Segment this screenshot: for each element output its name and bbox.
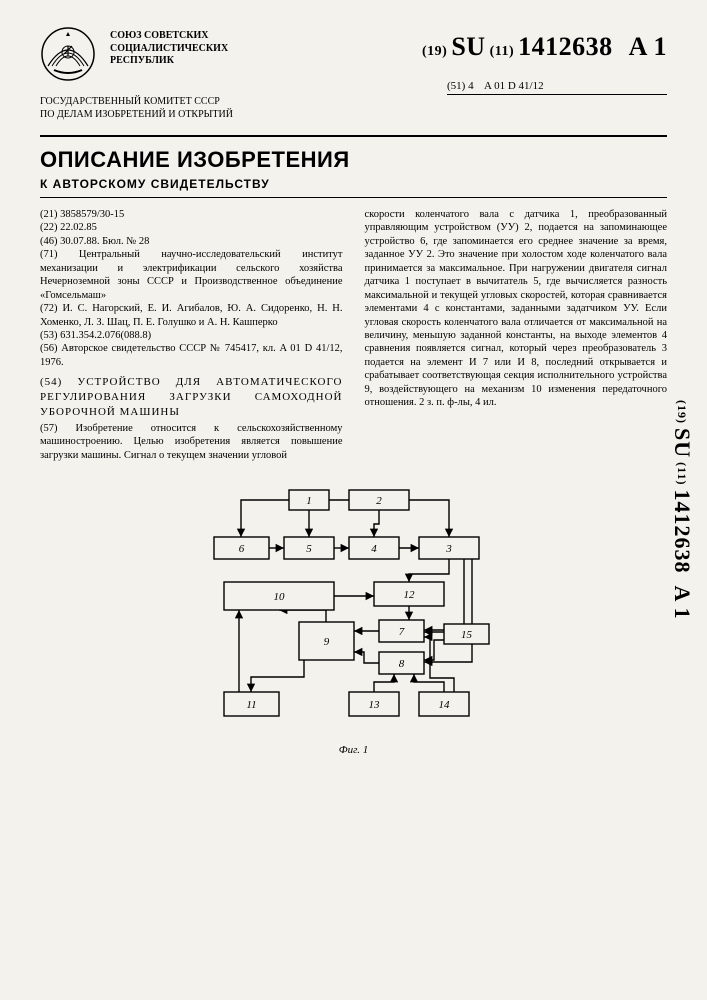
divider-thin	[40, 197, 667, 198]
svg-text:6: 6	[238, 543, 244, 555]
committee-line: ГОСУДАРСТВЕННЫЙ КОМИТЕТ СССР	[40, 96, 667, 109]
svg-text:4: 4	[371, 543, 377, 555]
publication-number: (19) SU (11) 1412638 A 1	[422, 32, 667, 62]
body-columns: (21) 3858579/30-15 (22) 22.02.85 (46) 30…	[0, 208, 707, 462]
svg-text:11: 11	[246, 699, 256, 711]
right-column: скорости коленчатого вала с датчика 1, п…	[365, 208, 668, 462]
committee-line: ПО ДЕЛАМ ИЗОБРЕТЕНИЙ И ОТКРЫТИЙ	[40, 109, 667, 122]
side-prefix: (19)	[675, 400, 689, 424]
union-name: СОЮЗ СОВЕТСКИХ СОЦИАЛИСТИЧЕСКИХ РЕСПУБЛИ…	[110, 30, 228, 68]
field-72: (72) И. С. Нагорский, Е. И. Агибалов, Ю.…	[40, 302, 343, 329]
state-emblem-icon	[40, 26, 96, 82]
abstract-right: скорости коленчатого вала с датчика 1, п…	[365, 208, 668, 410]
side-mid: (11)	[675, 462, 689, 485]
field-71: (71) Центральный научно-исследовательски…	[40, 248, 343, 302]
block-diagram: 126543101279158111314	[184, 472, 524, 742]
document-subtitle: К АВТОРСКОМУ СВИДЕТЕЛЬСТВУ	[40, 177, 667, 191]
pub-cc: SU	[451, 32, 485, 61]
side-number: 1412638	[670, 489, 695, 573]
ipc-underline	[447, 94, 667, 95]
org-line: СОЦИАЛИСТИЧЕСКИХ	[110, 43, 228, 56]
field-54: (54) УСТРОЙСТВО ДЛЯ АВТОМАТИЧЕСКОГО РЕГУ…	[40, 375, 343, 420]
figure-wrap: 126543101279158111314	[0, 472, 707, 742]
pub-number: 1412638	[518, 32, 613, 61]
pub-kind: A 1	[629, 32, 667, 61]
side-publication-number: (19) SU (11) 1412638 A 1	[669, 400, 695, 620]
field-53: (53) 631.354.2.076(088.8)	[40, 329, 343, 342]
ipc-classification: (51) 4 A 01 D 41/12	[447, 80, 667, 95]
header: СОЮЗ СОВЕТСКИХ СОЦИАЛИСТИЧЕСКИХ РЕСПУБЛИ…	[0, 0, 707, 90]
abstract-left: (57) Изобретение относится к сельскохозя…	[40, 422, 343, 462]
figure-caption: Фиг. 1	[0, 744, 707, 756]
org-line: РЕСПУБЛИК	[110, 55, 228, 68]
side-kind: A 1	[670, 585, 695, 619]
pub-prefix: (19)	[422, 44, 447, 59]
field-22: (22) 22.02.85	[40, 221, 343, 234]
ipc-prefix: (51) 4	[447, 80, 474, 92]
svg-text:1: 1	[306, 495, 312, 507]
svg-text:15: 15	[461, 629, 473, 641]
svg-text:13: 13	[368, 699, 380, 711]
title-block: ОПИСАНИЕ ИЗОБРЕТЕНИЯ К АВТОРСКОМУ СВИДЕТ…	[0, 147, 707, 191]
svg-text:9: 9	[323, 636, 329, 648]
svg-text:2: 2	[376, 495, 382, 507]
svg-text:14: 14	[438, 699, 450, 711]
org-line: СОЮЗ СОВЕТСКИХ	[110, 30, 228, 43]
field-56: (56) Авторское свидетельство СССР № 7454…	[40, 342, 343, 369]
divider	[40, 135, 667, 137]
patent-page: СОЮЗ СОВЕТСКИХ СОЦИАЛИСТИЧЕСКИХ РЕСПУБЛИ…	[0, 0, 707, 1000]
ipc-code: A 01 D 41/12	[484, 80, 544, 92]
pub-mid: (11)	[490, 44, 515, 59]
svg-text:8: 8	[398, 658, 404, 670]
svg-text:3: 3	[445, 543, 452, 555]
committee: ГОСУДАРСТВЕННЫЙ КОМИТЕТ СССР ПО ДЕЛАМ ИЗ…	[0, 96, 707, 121]
svg-text:12: 12	[403, 589, 415, 601]
document-title: ОПИСАНИЕ ИЗОБРЕТЕНИЯ	[40, 147, 667, 173]
svg-text:5: 5	[306, 543, 312, 555]
field-46: (46) 30.07.88. Бюл. № 28	[40, 235, 343, 248]
left-column: (21) 3858579/30-15 (22) 22.02.85 (46) 30…	[40, 208, 343, 462]
svg-text:10: 10	[273, 591, 285, 603]
svg-text:7: 7	[398, 626, 404, 638]
field-21: (21) 3858579/30-15	[40, 208, 343, 221]
side-cc: SU	[670, 428, 695, 458]
